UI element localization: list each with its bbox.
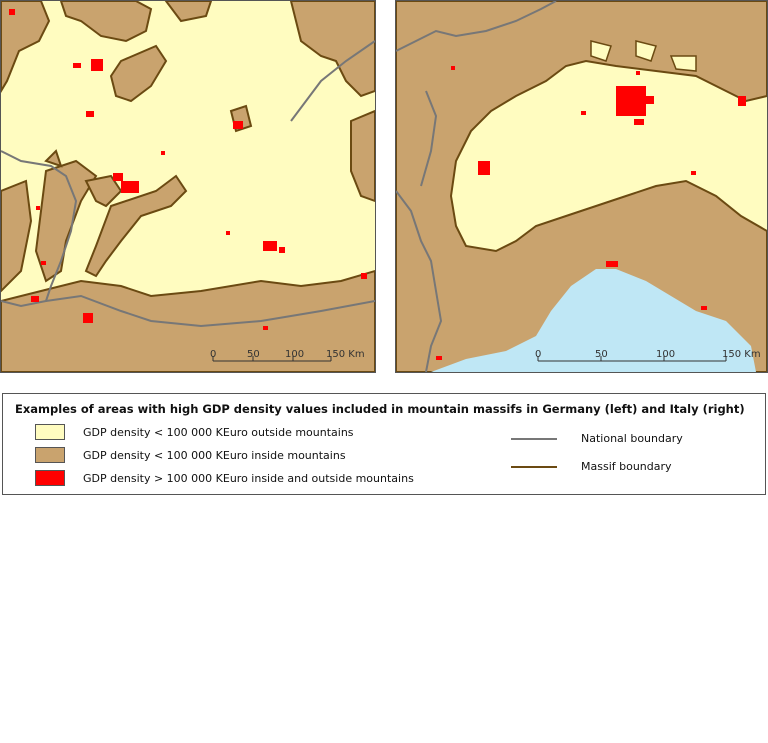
- massif-areas: [1, 1, 375, 372]
- map-germany[interactable]: 0 50 100 150 Km: [0, 0, 376, 373]
- massif-areas-italy: [396, 1, 767, 372]
- legend-label-massif-boundary: Massif boundary: [581, 460, 672, 473]
- scale-tick-50: 50: [247, 349, 260, 360]
- legend-label-inside: GDP density < 100 000 KEuro inside mount…: [83, 448, 346, 462]
- national-boundary-lines-italy: [396, 1, 557, 372]
- map-italy-canvas: 0 50 100 150 Km: [396, 1, 767, 372]
- sea-area: [431, 269, 756, 372]
- legend-label-outside: GDP density < 100 000 KEuro outside moun…: [83, 425, 354, 439]
- legend-item-outside: GDP density < 100 000 KEuro outside moun…: [35, 424, 354, 440]
- scale-tick-0: 0: [210, 349, 216, 360]
- national-boundary-line-symbol: [511, 437, 557, 440]
- swatch-outside-mountains: [35, 424, 65, 440]
- swatch-high-gdp: [35, 470, 65, 486]
- scale-tick-100: 100: [656, 349, 675, 360]
- scale-tick-150-km: 150 Km: [326, 349, 365, 360]
- scale-bar-right: 0 50 100 150 Km: [535, 349, 761, 362]
- legend-title: Examples of areas with high GDP density …: [15, 402, 745, 416]
- legend-box: Examples of areas with high GDP density …: [2, 393, 766, 495]
- legend-item-high-gdp: GDP density > 100 000 KEuro inside and o…: [35, 470, 414, 486]
- scale-tick-50: 50: [595, 349, 608, 360]
- scale-tick-100: 100: [285, 349, 304, 360]
- swatch-inside-mountains: [35, 447, 65, 463]
- high-gdp-spots: [9, 9, 367, 330]
- massif-boundary-line-symbol: [511, 465, 557, 468]
- scale-bar-left: 0 50 100 150 Km: [210, 349, 365, 362]
- legend-item-inside: GDP density < 100 000 KEuro inside mount…: [35, 447, 346, 463]
- national-boundary-lines: [1, 40, 375, 328]
- high-gdp-spots-italy: [436, 66, 746, 360]
- legend-label-national-boundary: National boundary: [581, 432, 683, 445]
- scale-tick-0: 0: [535, 349, 541, 360]
- legend-item-massif-boundary: Massif boundary: [511, 460, 672, 473]
- lowland-pockets: [590, 40, 697, 72]
- scale-tick-150-km: 150 Km: [722, 349, 761, 360]
- map-italy[interactable]: 0 50 100 150 Km: [395, 0, 768, 373]
- legend-item-national-boundary: National boundary: [511, 432, 683, 445]
- legend-label-high-gdp: GDP density > 100 000 KEuro inside and o…: [83, 471, 414, 485]
- map-germany-canvas: 0 50 100 150 Km: [1, 1, 375, 372]
